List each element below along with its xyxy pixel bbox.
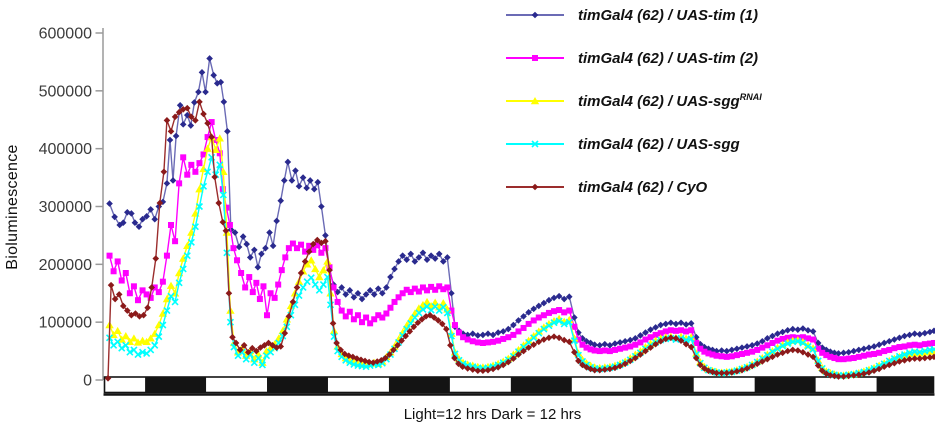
legend-diamond-marker-icon [506, 183, 564, 191]
legend-label: timGal4 (62) / UAS-tim (1) [578, 6, 759, 24]
y-tick-label: 300000 [39, 199, 92, 216]
legend-label: timGal4 (62) / CyO [578, 178, 708, 196]
dark-phase-segment [145, 377, 207, 393]
legend-square-marker-icon [506, 55, 564, 61]
dark-phase-segment [632, 377, 694, 393]
legend-triangle-marker-icon [506, 97, 564, 105]
dark-phase-segment [876, 377, 934, 393]
legend-diamond-marker-icon [506, 11, 564, 19]
y-tick-label: 600000 [39, 26, 92, 43]
dark-phase-segment [754, 377, 816, 393]
legend-item: timGal4 (62) / UAS-sggRNAI [504, 88, 762, 114]
y-tick-label: 200000 [39, 257, 92, 274]
legend-item: timGal4 (62) / CyO [504, 174, 762, 200]
light-dark-bar [103, 376, 935, 396]
chart-legend: timGal4 (62) / UAS-tim (1) timGal4 (62) /… [504, 2, 762, 217]
y-tick-label: 500000 [39, 83, 92, 100]
legend-label: timGal4 (62) / UAS-tim (2) [578, 49, 759, 67]
series-5-line [104, 98, 935, 382]
legend-item: timGal4 (62) / UAS-sgg [504, 131, 762, 157]
legend-label: timGal4 (62) / UAS-sggRNAI [578, 92, 762, 110]
y-tick-label: 100000 [39, 315, 92, 332]
x-axis-caption: Light=12 hrs Dark = 12 hrs [403, 406, 582, 423]
legend-item: timGal4 (62) / UAS-tim (2) [504, 45, 762, 71]
dark-phase-segment [267, 377, 328, 393]
series-1-line [106, 55, 935, 357]
dark-phase-segment [388, 377, 450, 393]
legend-x-marker-icon [506, 140, 564, 148]
series-2-line [106, 119, 935, 363]
legend-item: timGal4 (62) / UAS-tim (1) [504, 2, 762, 28]
y-tick-label: 400000 [39, 141, 92, 158]
y-axis: 0 100000 200000 300000 400000 500000 600000 [39, 26, 104, 390]
legend-label: timGal4 (62) / UAS-sgg [578, 135, 740, 153]
dark-phase-segment [510, 377, 572, 393]
y-tick-label: 0 [83, 373, 92, 390]
y-axis-label: Bioluminescence [4, 144, 21, 270]
